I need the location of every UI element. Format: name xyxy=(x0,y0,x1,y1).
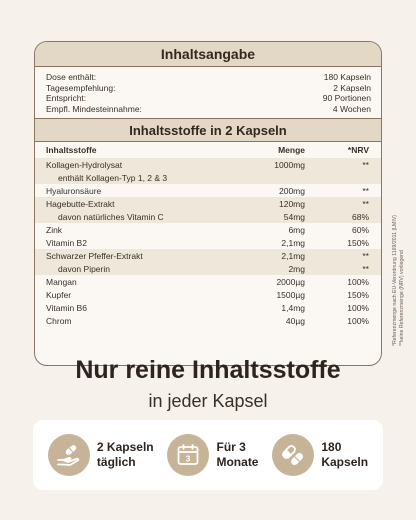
feature-text: Für 3 Monate xyxy=(216,440,258,470)
feature-line-1: 2 Kapseln xyxy=(96,440,154,454)
ingredient-name: davon Piperin xyxy=(58,263,110,274)
table-row: Kupfer 1500µg 150% xyxy=(35,288,381,301)
feature-text: 180 Kapseln xyxy=(321,440,368,470)
ingredient-amount: 120mg xyxy=(279,198,305,209)
feature-daily-dose: 2 Kapseln täglich xyxy=(47,434,154,476)
ingredient-name: Vitamin B2 xyxy=(46,237,87,248)
table-row: enthält Kollagen-Typ 1, 2 & 3 xyxy=(35,171,381,184)
ingredient-nrv: ** xyxy=(362,263,369,274)
ingredient-amount: 1500µg xyxy=(276,289,305,300)
table-row: davon Piperin 2mg ** xyxy=(35,262,381,275)
footnote: *Referenzmenge nach EU-Verordnung 1169/2… xyxy=(392,215,405,346)
info-label: Tagesempfehlung: xyxy=(46,82,116,93)
table-row: Chrom 40µg 100% xyxy=(35,314,381,327)
footnote-no-reference: **keine Referenzmenge (NRV) vorliegend xyxy=(398,250,405,346)
ingredient-amount: 1,4mg xyxy=(281,302,305,313)
ingredient-name: enthält Kollagen-Typ 1, 2 & 3 xyxy=(58,172,168,183)
ingredient-name: Schwarzer Pfeffer-Extrakt xyxy=(46,250,143,261)
table-header: Inhaltsstoffe Menge *NRV xyxy=(35,142,381,158)
info-label: Dose enthält: xyxy=(46,72,97,82)
table-row: Mangan 2000µg 100% xyxy=(35,275,381,288)
ingredients-title: Inhaltsstoffe in 2 Kapseln xyxy=(35,118,381,142)
feature-text: 2 Kapseln täglich xyxy=(97,440,154,470)
calendar-day: 3 xyxy=(186,454,191,464)
info-row: Dose enthält: 180 Kapseln xyxy=(46,72,371,83)
ingredient-nrv: 100% xyxy=(347,315,369,326)
ingredient-nrv: ** xyxy=(362,198,369,209)
ingredient-amount: 2mg xyxy=(288,263,305,274)
ingredient-amount: 200mg xyxy=(279,185,305,196)
table-row: Vitamin B2 2,1mg 150% xyxy=(35,236,381,249)
feature-line-1: 180 xyxy=(321,440,342,454)
headline: Nur reine Inhaltsstoffe xyxy=(75,356,341,384)
table-row: Vitamin B6 1,4mg 100% xyxy=(35,301,381,314)
ingredient-nrv: 150% xyxy=(347,289,369,300)
panel-title: Inhaltsangabe xyxy=(35,42,381,67)
subline: in jeder Kapsel xyxy=(148,391,268,411)
ingredient-nrv: 100% xyxy=(347,276,369,287)
ingredient-name: Vitamin B6 xyxy=(46,302,87,313)
ingredient-name: Kupfer xyxy=(46,289,72,300)
ingredient-nrv: ** xyxy=(362,250,369,261)
features-bar: 2 Kapseln täglich 3 Für 3 Monate xyxy=(33,420,383,490)
feature-line-1: Für 3 xyxy=(216,440,246,454)
table-row: Zink 6mg 60% xyxy=(35,223,381,236)
feature-line-2: Monate xyxy=(216,455,259,469)
ingredient-nrv: 100% xyxy=(347,302,369,313)
ingredient-nrv: 60% xyxy=(351,224,369,235)
info-label: Entspricht: xyxy=(46,93,87,103)
ingredient-amount: 2,1mg xyxy=(281,250,305,261)
info-row: Tagesempfehlung: 2 Kapseln xyxy=(46,83,371,94)
ingredient-amount: 2000µg xyxy=(276,276,305,287)
ingredient-name: Mangan xyxy=(46,276,77,287)
feature-duration: 3 Für 3 Monate xyxy=(167,434,258,476)
column-nrv: *NRV xyxy=(347,145,369,155)
ingredient-name: Chrom xyxy=(46,315,72,326)
info-value: 180 Kapseln xyxy=(323,72,371,82)
info-value: 2 Kapseln xyxy=(333,82,371,93)
ingredient-name: Hyaluronsäure xyxy=(46,185,102,196)
info-row: Empfl. Mindesteinnahme: 4 Wochen xyxy=(46,104,371,115)
capsules-icon xyxy=(272,434,315,476)
table-row: Hagebutte-Extrakt 120mg ** xyxy=(35,197,381,210)
info-row: Entspricht: 90 Portionen xyxy=(46,93,371,104)
ingredient-amount: 2,1mg xyxy=(281,237,305,248)
feature-line-2: Kapseln xyxy=(321,455,369,469)
ingredient-name: Zink xyxy=(46,224,63,235)
ingredient-amount: 6mg xyxy=(288,224,305,235)
ingredient-nrv: ** xyxy=(362,159,369,170)
ingredient-nrv: 150% xyxy=(347,237,369,248)
supplement-facts-panel: Inhaltsangabe Dose enthält: 180 Kapseln T… xyxy=(34,41,382,366)
table-row: Hyaluronsäure 200mg ** xyxy=(35,184,381,197)
info-label: Empfl. Mindesteinnahme: xyxy=(46,103,142,114)
table-row: Kollagen-Hydrolysat 1000mg ** xyxy=(35,158,381,171)
info-value: 4 Wochen xyxy=(332,103,371,114)
table-row: davon natürliches Vitamin C 54mg 68% xyxy=(35,210,381,223)
ingredient-name: davon natürliches Vitamin C xyxy=(58,211,164,222)
calendar-icon: 3 xyxy=(167,434,210,476)
footnote-nrv: *Referenzmenge nach EU-Verordnung 1169/2… xyxy=(392,214,398,346)
hand-capsule-icon xyxy=(47,434,90,476)
ingredient-nrv: ** xyxy=(362,185,369,196)
info-value: 90 Portionen xyxy=(322,93,371,103)
ingredient-amount: 1000mg xyxy=(274,159,305,170)
ingredient-name: Hagebutte-Extrakt xyxy=(46,198,115,209)
table-row: Schwarzer Pfeffer-Extrakt 2,1mg ** xyxy=(35,249,381,262)
ingredient-amount: 54mg xyxy=(283,211,305,222)
feature-line-2: täglich xyxy=(96,455,136,469)
column-name: Inhaltsstoffe xyxy=(46,145,97,155)
column-amount: Menge xyxy=(278,145,305,155)
ingredient-name: Kollagen-Hydrolysat xyxy=(46,159,123,170)
info-section: Dose enthält: 180 Kapseln Tagesempfehlung… xyxy=(35,67,381,118)
feature-capsule-count: 180 Kapseln xyxy=(272,434,368,476)
ingredient-amount: 40µg xyxy=(285,315,305,326)
ingredient-nrv: 68% xyxy=(351,211,369,222)
